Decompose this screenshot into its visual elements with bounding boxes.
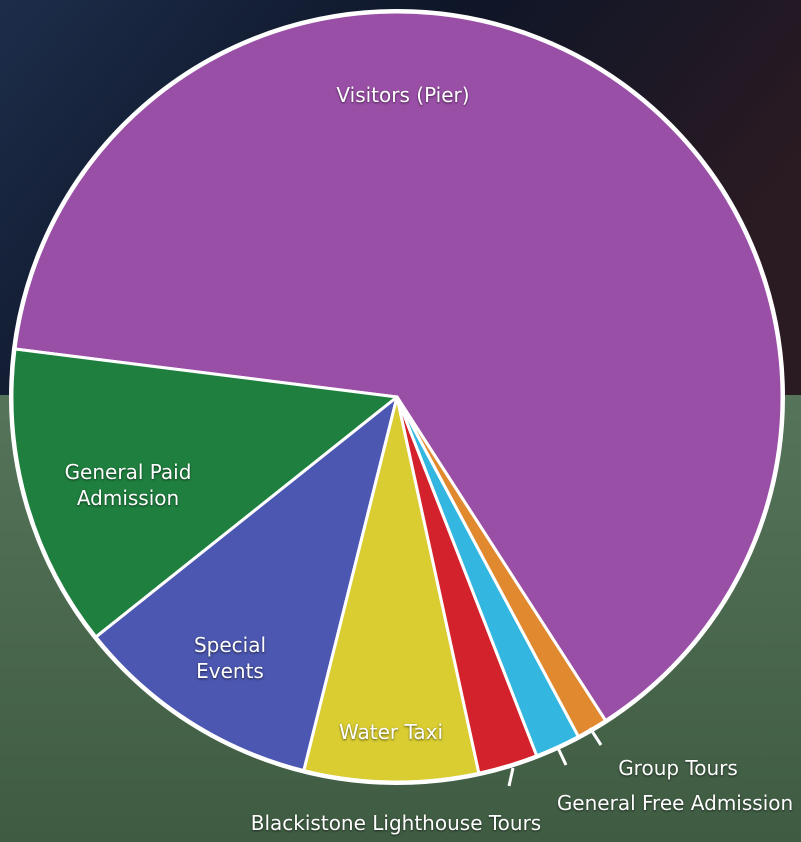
slice-label: Special Events: [175, 632, 285, 684]
slice-label: Visitors (Pier): [303, 82, 503, 108]
slice-label: Water Taxi: [321, 719, 461, 745]
page: Visitors (Pier) General Paid Admission Spe…: [0, 0, 801, 842]
slice-label: General Paid Admission: [48, 459, 208, 511]
chart: [0, 0, 801, 842]
slice-label: Blackistone Lighthouse Tours: [236, 810, 556, 836]
slice-label: General Free Admission: [545, 790, 801, 816]
slice-label: Group Tours: [578, 755, 778, 781]
